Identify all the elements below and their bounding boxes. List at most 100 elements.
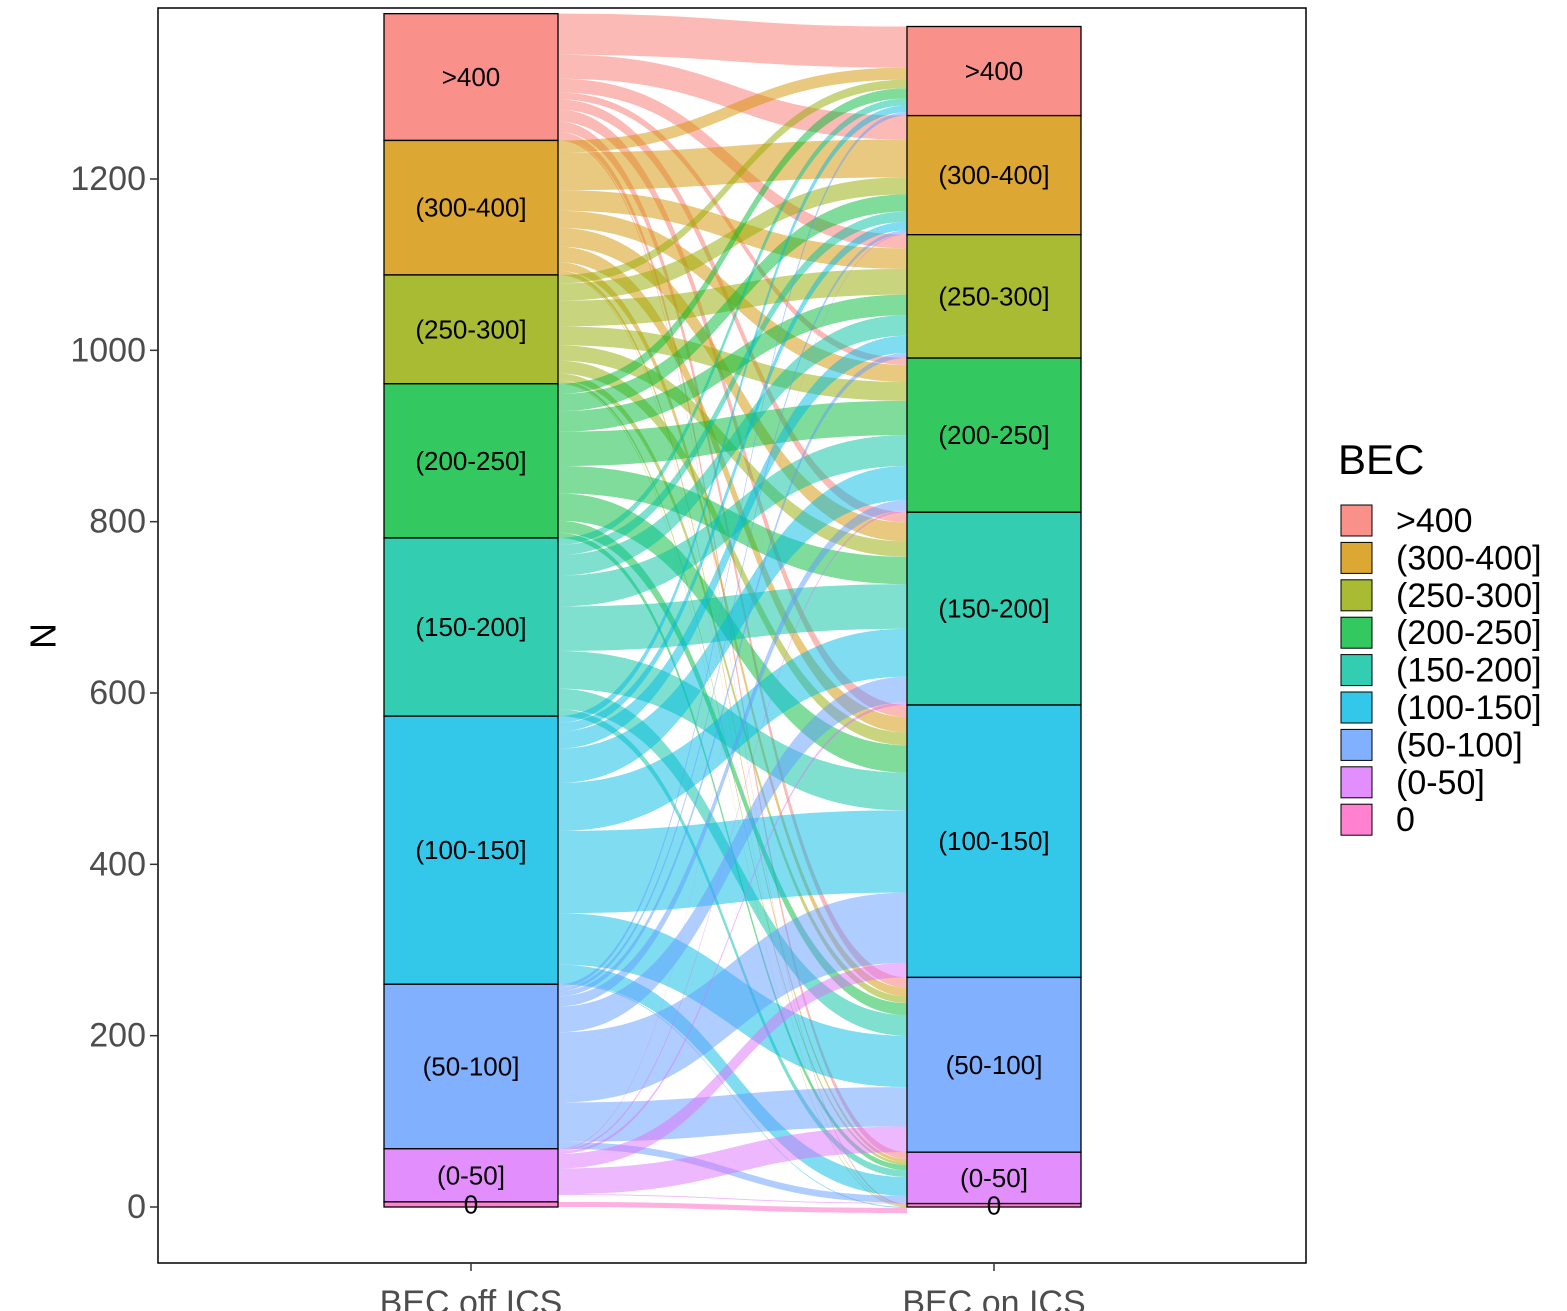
stratum-label-on-7: (0-50] <box>960 1163 1028 1193</box>
flow-4-to-1 <box>558 211 907 556</box>
flow-7-to-6 <box>558 1126 907 1195</box>
x-axis: BEC off ICS BEC on ICS <box>380 1263 1086 1311</box>
legend-label-4: (150-200] <box>1396 652 1542 690</box>
legend-swatch-5 <box>1340 691 1373 724</box>
stratum-on-1 <box>906 114 1082 236</box>
legend-label-3: (200-250] <box>1396 614 1542 652</box>
flow-1-to-0 <box>558 67 907 153</box>
flow-3-to-0 <box>558 88 907 395</box>
legend-swatch-2 <box>1340 579 1373 612</box>
stratum-on-2 <box>906 234 1082 359</box>
strata-layer: >400 (300-400] (250-300] (200-250] (150-200]… <box>383 13 1082 1220</box>
x-tick-label-0: BEC off ICS <box>380 1284 563 1311</box>
stratum-off-6 <box>383 983 559 1150</box>
flow-7-to-4 <box>558 702 907 1154</box>
legend-label-1: (300-400] <box>1396 539 1542 577</box>
legend-label-2: (250-300] <box>1396 577 1542 615</box>
stratum-label-off-8: 0 <box>464 1189 478 1219</box>
flow-6-to-3 <box>558 500 907 1007</box>
legend-label-6: (50-100] <box>1396 726 1523 764</box>
legend-swatch-1 <box>1340 541 1373 574</box>
flow-5-to-1 <box>558 221 907 732</box>
stratum-label-on-8: 0 <box>987 1190 1001 1220</box>
flow-4-to-2 <box>558 315 907 576</box>
flow-8-to-8 <box>558 1201 907 1213</box>
y-tick-label-800: 800 <box>89 503 146 541</box>
flow-7-to-7 <box>558 1194 907 1204</box>
flow-4-to-7 <box>558 709 907 1178</box>
stratum-label-off-1: (300-400] <box>415 193 526 223</box>
stratum-label-on-2: (250-300] <box>938 281 1049 311</box>
flow-5-to-4 <box>558 628 907 831</box>
flow-6-to-2 <box>558 352 907 997</box>
y-tick-label-400: 400 <box>89 845 146 883</box>
y-tick-label-200: 200 <box>89 1017 146 1055</box>
legend-label-8: 0 <box>1396 801 1415 839</box>
legend-label-5: (100-150] <box>1396 689 1542 727</box>
stratum-label-off-0: >400 <box>442 62 501 92</box>
flow-6-to-4 <box>558 676 907 1033</box>
stratum-off-3 <box>383 383 559 539</box>
flow-1-to-5 <box>558 246 907 733</box>
legend: BEC >400(300-400](250-300](200-250](150-… <box>1338 436 1542 839</box>
legend-swatch-4 <box>1340 654 1373 687</box>
legend-title: BEC <box>1338 436 1424 483</box>
stratum-label-off-4: (150-200] <box>415 612 526 642</box>
flow-3-to-6 <box>558 520 907 1016</box>
stratum-label-off-6: (50-100] <box>423 1052 520 1082</box>
stratum-label-off-7: (0-50] <box>437 1160 505 1190</box>
stratum-on-6 <box>906 976 1082 1153</box>
stratum-off-8 <box>383 1201 559 1208</box>
flow-0-to-8 <box>558 138 907 1206</box>
flow-0-to-0 <box>558 13 907 68</box>
flow-2-to-8 <box>558 382 907 1207</box>
flow-6-to-1 <box>558 230 907 992</box>
x-tick-label-1: BEC on ICS <box>902 1284 1085 1311</box>
y-tick-label-600: 600 <box>89 674 146 712</box>
y-tick-label-1200: 1200 <box>70 160 146 198</box>
legend-label-0: >400 <box>1396 502 1473 540</box>
y-tick-label-1000: 1000 <box>70 331 146 369</box>
flow-7-to-3 <box>558 510 907 1152</box>
flow-7-to-1 <box>558 233 907 1150</box>
y-axis: 0 200 400 600 800 1000 1200 <box>70 160 158 1226</box>
legend-swatch-0 <box>1340 504 1373 537</box>
flow-2-to-6 <box>558 373 907 1004</box>
y-tick-label-0: 0 <box>127 1188 146 1226</box>
stratum-off-7 <box>383 1148 559 1203</box>
stratum-on-4 <box>906 511 1082 706</box>
flow-2-to-0 <box>558 79 907 284</box>
flow-6-to-5 <box>558 892 907 1103</box>
legend-swatch-6 <box>1340 728 1373 761</box>
stratum-off-4 <box>383 537 559 717</box>
flow-5-to-7 <box>558 964 907 1196</box>
stratum-label-off-2: (250-300] <box>415 314 526 344</box>
flow-3-to-3 <box>558 400 907 466</box>
legend-label-7: (0-50] <box>1396 764 1485 802</box>
flow-1-to-1 <box>558 139 907 191</box>
stratum-label-off-5: (100-150] <box>415 835 526 865</box>
flow-3-to-1 <box>558 194 907 412</box>
legend-swatch-8 <box>1340 803 1373 836</box>
stratum-label-on-4: (150-200] <box>938 594 1049 624</box>
stratum-label-on-5: (100-150] <box>938 826 1049 856</box>
stratum-label-on-3: (200-250] <box>938 420 1049 450</box>
flow-6-to-6 <box>558 1087 907 1142</box>
flow-2-to-5 <box>558 360 907 746</box>
flows-layer <box>558 13 907 1213</box>
stratum-on-3 <box>906 357 1082 513</box>
stratum-label-off-3: (200-250] <box>415 446 526 476</box>
stratum-label-on-6: (50-100] <box>946 1050 1043 1080</box>
stratum-on-0 <box>906 25 1082 117</box>
legend-swatch-7 <box>1340 766 1373 799</box>
flow-5-to-3 <box>558 465 907 783</box>
stratum-off-2 <box>383 274 559 385</box>
y-axis-title: N <box>23 623 64 649</box>
flow-4-to-3 <box>558 435 907 607</box>
flow-3-to-2 <box>558 294 907 432</box>
flow-7-to-5 <box>558 962 907 1169</box>
stratum-off-5 <box>383 715 559 985</box>
stratum-on-8 <box>906 1202 1082 1208</box>
stratum-label-on-0: >400 <box>965 56 1024 86</box>
